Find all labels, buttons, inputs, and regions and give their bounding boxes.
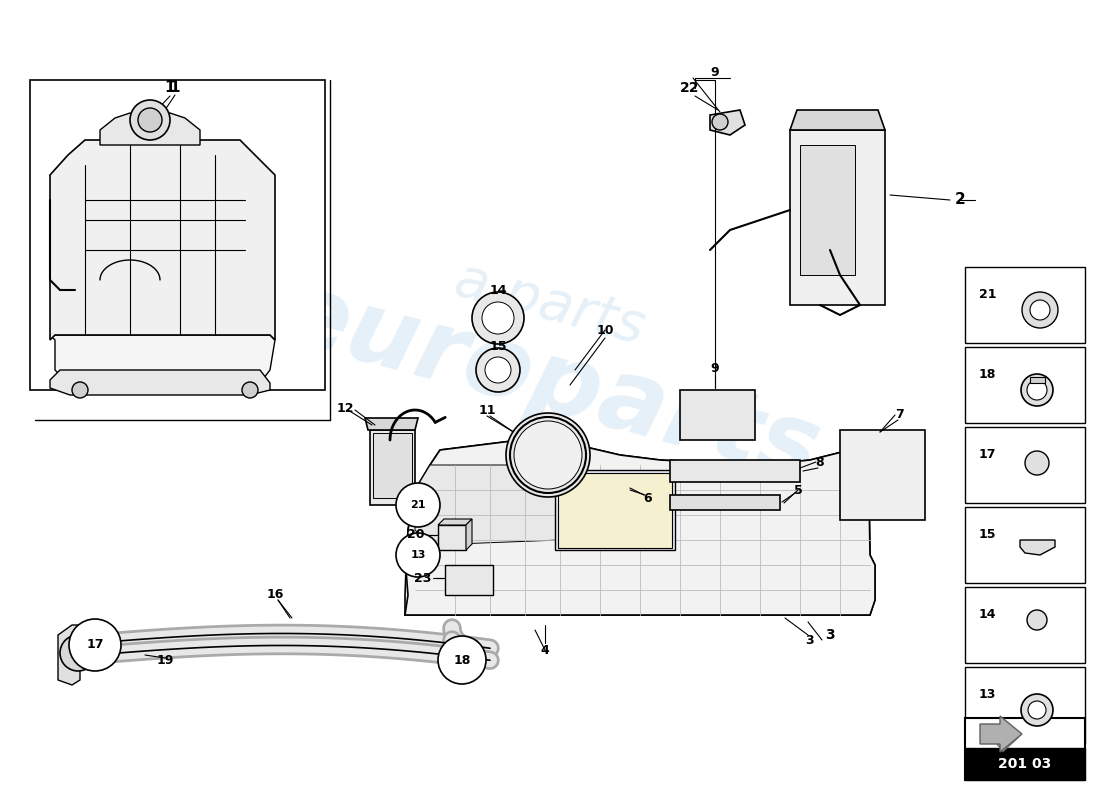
Circle shape [396, 483, 440, 527]
Polygon shape [790, 110, 886, 130]
Polygon shape [438, 519, 472, 525]
Text: 21: 21 [410, 500, 426, 510]
Text: 2: 2 [955, 193, 966, 207]
Bar [965, 267, 1085, 343]
Circle shape [1028, 701, 1046, 719]
Circle shape [60, 635, 96, 671]
Bar [965, 427, 1085, 503]
Bar [965, 587, 1085, 663]
Bar [965, 347, 1085, 423]
Circle shape [476, 348, 520, 392]
Polygon shape [405, 435, 874, 615]
Polygon shape [50, 140, 275, 340]
Circle shape [472, 292, 524, 344]
Bar [680, 390, 755, 440]
Text: 15: 15 [979, 529, 997, 542]
Bar [800, 145, 855, 275]
Bar [438, 525, 466, 550]
Polygon shape [558, 473, 672, 548]
Circle shape [438, 636, 486, 684]
Text: 12: 12 [337, 402, 354, 414]
Bar [965, 748, 1085, 780]
Text: 20: 20 [407, 529, 425, 542]
Circle shape [138, 108, 162, 132]
Polygon shape [50, 370, 270, 395]
Bar [965, 667, 1085, 743]
Text: 17: 17 [86, 638, 103, 651]
Text: 1: 1 [165, 81, 175, 95]
Bar [670, 460, 800, 482]
Circle shape [1021, 374, 1053, 406]
Text: 5: 5 [793, 483, 802, 497]
Bar [965, 718, 1085, 780]
Circle shape [1022, 292, 1058, 328]
Circle shape [514, 421, 582, 489]
Text: 21: 21 [979, 289, 997, 302]
Bar [373, 433, 412, 498]
Text: 16: 16 [266, 589, 284, 602]
Polygon shape [466, 519, 472, 550]
Text: 8: 8 [816, 455, 824, 469]
Text: a parts: a parts [449, 254, 651, 354]
Polygon shape [980, 716, 1022, 752]
Circle shape [506, 413, 590, 497]
Text: 23: 23 [415, 571, 431, 585]
Polygon shape [50, 335, 275, 383]
Text: 18: 18 [453, 654, 471, 666]
Bar [790, 130, 886, 305]
Text: 14: 14 [979, 609, 997, 622]
Text: 15: 15 [490, 341, 507, 354]
Bar [670, 495, 780, 510]
Text: 11: 11 [478, 403, 496, 417]
Text: europarts: europarts [271, 266, 829, 502]
Text: 3: 3 [805, 634, 814, 646]
Circle shape [1021, 694, 1053, 726]
Polygon shape [100, 113, 200, 145]
Text: 14: 14 [490, 283, 507, 297]
Text: 201 03: 201 03 [999, 757, 1052, 771]
Circle shape [712, 114, 728, 130]
Text: 22: 22 [680, 81, 700, 95]
Text: 9: 9 [711, 66, 719, 79]
Circle shape [1030, 300, 1050, 320]
Circle shape [69, 619, 121, 671]
Polygon shape [58, 625, 80, 685]
Polygon shape [405, 435, 874, 615]
Polygon shape [365, 418, 418, 430]
Text: 4: 4 [540, 643, 549, 657]
Circle shape [1027, 380, 1047, 400]
Text: 10: 10 [596, 323, 614, 337]
Text: 7: 7 [895, 409, 904, 422]
Polygon shape [710, 110, 745, 135]
Text: 17: 17 [979, 449, 997, 462]
Bar [556, 470, 675, 550]
Bar [840, 430, 925, 520]
Circle shape [396, 533, 440, 577]
Bar [446, 565, 493, 595]
Circle shape [72, 382, 88, 398]
Bar [965, 507, 1085, 583]
Text: 13: 13 [979, 689, 997, 702]
Bar [30, 80, 324, 390]
Text: 18: 18 [979, 369, 997, 382]
Polygon shape [983, 722, 1019, 752]
Bar [370, 430, 415, 505]
Circle shape [482, 302, 514, 334]
Polygon shape [415, 465, 560, 545]
Circle shape [1025, 451, 1049, 475]
Text: 19: 19 [156, 654, 174, 666]
Text: 6: 6 [644, 491, 652, 505]
Circle shape [485, 357, 512, 383]
Text: 13: 13 [410, 550, 426, 560]
Text: 1: 1 [169, 79, 180, 94]
Text: 9: 9 [711, 362, 719, 374]
Circle shape [242, 382, 258, 398]
Polygon shape [1020, 540, 1055, 555]
Circle shape [1027, 610, 1047, 630]
Text: 3: 3 [825, 628, 835, 642]
Polygon shape [455, 645, 480, 660]
Bar [1030, 377, 1045, 383]
Circle shape [130, 100, 170, 140]
